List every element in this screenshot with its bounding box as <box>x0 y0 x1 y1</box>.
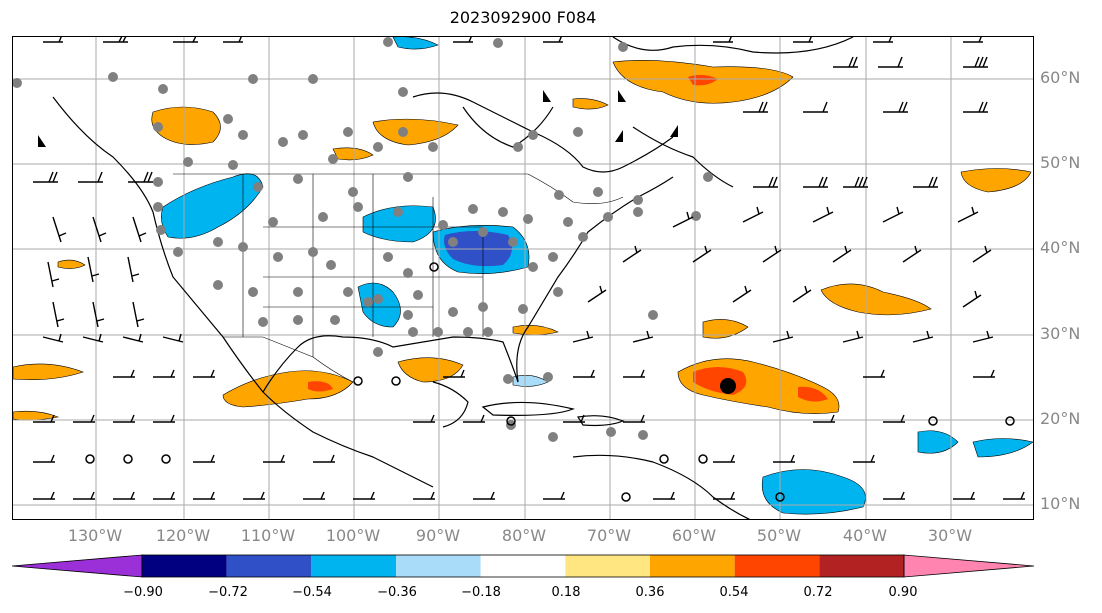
lon-label-50w: 50°W <box>756 526 802 545</box>
contour-blue-caribbean <box>761 469 866 515</box>
contour-red-mexico <box>308 381 333 392</box>
borders <box>173 173 624 383</box>
colorbar-tick: 0.18 <box>551 585 581 600</box>
contour-orange-small1 <box>57 259 86 269</box>
contour-blue-east <box>917 430 959 454</box>
lon-label-90w: 90°W <box>415 526 461 545</box>
lon-label-40w: 40°W <box>842 526 888 545</box>
lon-label-70w: 70°W <box>586 526 632 545</box>
colorbar-tick: −0.36 <box>377 585 417 600</box>
contour-orange-canada2 <box>372 118 459 146</box>
graticule <box>13 37 1033 519</box>
yucatan <box>432 381 469 428</box>
colorbar-tick: 0.54 <box>719 585 749 600</box>
contour-blue-rockies <box>161 173 264 239</box>
contour-orange-hudson <box>332 147 374 161</box>
lat-label-30n: 30°N <box>1040 324 1081 343</box>
hispaniola <box>577 415 625 427</box>
lon-label-120w: 120°W <box>155 526 211 545</box>
lat-label-10n: 10°N <box>1040 494 1081 513</box>
hudson-bay <box>462 106 554 148</box>
lon-label-130w: 130°W <box>67 526 123 545</box>
contour-orange-gulf <box>397 357 464 383</box>
colorbar-segment <box>311 555 396 577</box>
colorbar-segments <box>12 554 1035 578</box>
contour-red-atl2 <box>798 386 828 402</box>
lon-label-110w: 110°W <box>240 526 296 545</box>
wind-barbs <box>33 37 1025 500</box>
station-dots <box>13 37 713 442</box>
contour-orange-atl2 <box>702 319 749 339</box>
contour-blue-ne <box>392 37 439 50</box>
lat-label-20n: 20°N <box>1040 409 1081 428</box>
west-coast <box>52 96 434 488</box>
colorbar-segment <box>650 555 735 577</box>
lon-label-30w: 30°W <box>927 526 973 545</box>
contour-orange-canada1 <box>572 98 609 110</box>
us-canada-border <box>173 173 624 204</box>
lon-label-80w: 80°W <box>501 526 547 545</box>
colorbar-extend-low <box>12 554 143 578</box>
labrador <box>632 126 734 188</box>
east-coast <box>516 176 674 383</box>
colorbar-extend-high <box>903 554 1035 578</box>
colorbar-tick: −0.72 <box>208 585 248 600</box>
lon-label-100w: 100°W <box>325 526 381 545</box>
contour-orange-pacific <box>13 363 84 380</box>
contour-blue-texas <box>357 282 401 328</box>
colorbar-segment <box>480 555 566 577</box>
canada-coast <box>412 92 674 173</box>
contour-orange-east-atl <box>960 168 1032 193</box>
contour-orange-mid-atl <box>820 283 932 316</box>
colorbar-tick: −0.18 <box>461 585 501 600</box>
calm-circles <box>85 262 1015 502</box>
colorbar-segment <box>142 555 227 577</box>
lat-label-50n: 50°N <box>1040 153 1081 172</box>
colorbar-segment <box>396 555 481 577</box>
colorbar-tick: 0.36 <box>635 585 665 600</box>
map-canvas <box>13 37 1033 519</box>
contour-fills <box>13 37 1033 515</box>
lat-label-60n: 60°N <box>1040 68 1081 87</box>
cuba <box>481 401 575 416</box>
station-dot-large <box>720 378 736 394</box>
contour-orange-mexico <box>222 370 354 408</box>
colorbar <box>12 554 1035 578</box>
colorbar-segment <box>226 555 312 577</box>
coastlines <box>52 37 854 519</box>
wind-flags <box>38 90 678 147</box>
map-panel <box>12 36 1034 520</box>
contour-orange-pacific2 <box>13 410 60 421</box>
lat-label-40n: 40°N <box>1040 238 1081 257</box>
colorbar-tick: −0.90 <box>123 585 163 600</box>
colorbar-outline <box>141 554 905 578</box>
colorbar-tick: −0.54 <box>292 585 332 600</box>
lon-label-60w: 60°W <box>671 526 717 545</box>
contour-blue-east2 <box>972 438 1033 458</box>
colorbar-segment <box>819 555 904 577</box>
south-america <box>572 454 751 519</box>
colorbar-segment <box>565 555 650 577</box>
colorbar-segment <box>734 555 820 577</box>
contour-orange-small2 <box>512 325 559 336</box>
state-lines <box>242 174 484 357</box>
colorbar-tick: 0.90 <box>888 585 918 600</box>
colorbar-tick: 0.72 <box>803 585 833 600</box>
map-title: 2023092900 F084 <box>449 8 597 27</box>
greenland <box>612 37 854 54</box>
gulf-coast <box>262 335 519 393</box>
